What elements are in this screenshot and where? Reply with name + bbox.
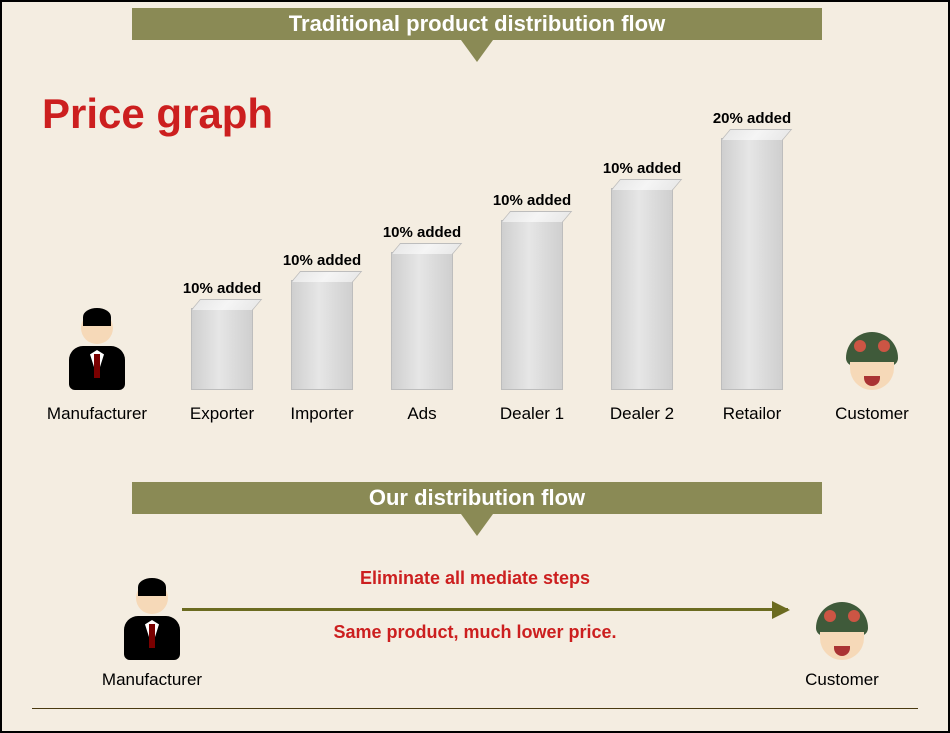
col-label: Dealer 1 xyxy=(482,404,582,424)
chart-col-dealer2: 10% added Dealer 2 xyxy=(592,72,692,432)
flow-arrow-icon xyxy=(182,608,788,611)
down-arrow-icon xyxy=(461,40,493,62)
col-label: Retailor xyxy=(702,404,802,424)
col-label: Importer xyxy=(272,404,372,424)
col-label: Customer xyxy=(772,670,912,690)
chart-col-retailor: 20% added Retailor xyxy=(702,72,802,432)
added-label: 10% added xyxy=(272,252,372,269)
same-product-text: Same product, much lower price. xyxy=(2,622,948,643)
chart-col-manufacturer: Manufacturer xyxy=(32,72,162,432)
chart-col-exporter: 10% added Exporter xyxy=(172,72,272,432)
added-label: 10% added xyxy=(172,280,272,297)
col-label: Customer xyxy=(812,404,932,424)
flow-col: Customer xyxy=(772,522,912,692)
manufacturer-icon xyxy=(69,312,125,390)
bar xyxy=(191,308,253,390)
added-label: 20% added xyxy=(702,110,802,127)
added-label: 10% added xyxy=(482,192,582,209)
col-label: Manufacturer xyxy=(32,404,162,424)
eliminate-text: Eliminate all mediate steps xyxy=(2,568,948,589)
chart-col-importer: 10% added Importer xyxy=(272,72,372,432)
manufacturer-icon xyxy=(124,582,180,660)
top-banner: Traditional product distribution flow xyxy=(132,8,822,40)
chart-col-customer: Customer xyxy=(812,72,932,432)
added-label: 10% added xyxy=(372,224,472,241)
col-label: Dealer 2 xyxy=(592,404,692,424)
bar xyxy=(721,138,783,390)
col-label: Manufacturer xyxy=(82,670,222,690)
bar xyxy=(391,252,453,390)
chart-col-ads: 10% added Ads xyxy=(372,72,472,432)
bar xyxy=(291,280,353,390)
price-bar-chart: Manufacturer 10% added Exporter 10% added Im… xyxy=(12,72,942,432)
flow-col: Manufacturer xyxy=(82,522,222,692)
our-flow-row: Manufacturer Customer xyxy=(12,522,942,692)
footer-divider xyxy=(32,708,918,709)
bar xyxy=(611,188,673,390)
col-label: Ads xyxy=(372,404,472,424)
chart-col-dealer1: 10% added Dealer 1 xyxy=(482,72,582,432)
added-label: 10% added xyxy=(592,160,692,177)
bar xyxy=(501,220,563,390)
customer-icon xyxy=(846,332,898,390)
bottom-banner: Our distribution flow xyxy=(132,482,822,514)
col-label: Exporter xyxy=(172,404,272,424)
